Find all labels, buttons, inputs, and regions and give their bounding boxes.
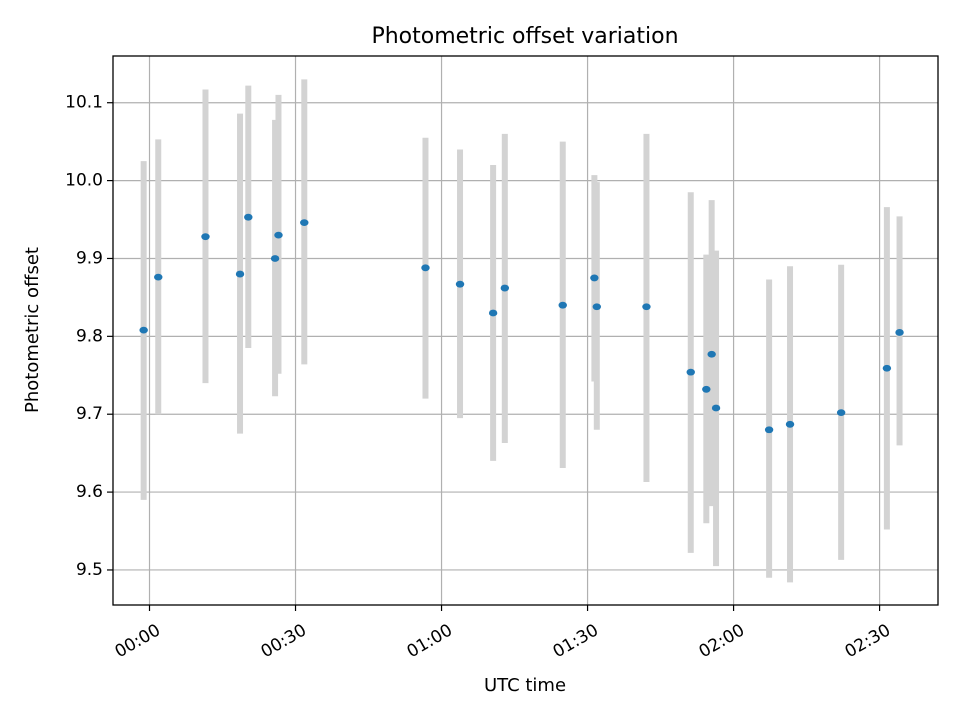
- data-point: [235, 270, 245, 278]
- data-point: [300, 219, 309, 227]
- data-point: [488, 309, 498, 317]
- y-tick-label: 10.1: [65, 93, 103, 113]
- data-point: [895, 329, 904, 336]
- data-point: [590, 274, 599, 282]
- data-point: [421, 264, 430, 272]
- data-point: [500, 284, 510, 292]
- data-point: [274, 231, 283, 239]
- y-tick-label: 10.0: [65, 171, 103, 191]
- y-tick-label: 9.8: [76, 326, 103, 346]
- data-point: [686, 368, 695, 376]
- x-tick-label: 02:30: [842, 620, 894, 662]
- data-point: [558, 301, 567, 309]
- data-point: [707, 350, 716, 358]
- x-tick-label: 00:30: [258, 620, 310, 662]
- y-tick-label: 9.6: [76, 482, 103, 502]
- data-point: [154, 273, 163, 281]
- x-tick-label: 01:30: [550, 620, 602, 662]
- data-point: [592, 303, 602, 311]
- data-point: [270, 255, 280, 262]
- plot-frame: [112, 55, 939, 606]
- data-point: [711, 404, 721, 412]
- data-point: [139, 326, 148, 334]
- data-point: [785, 420, 795, 428]
- data-point: [455, 280, 465, 288]
- y-axis-label: Photometric offset: [22, 247, 43, 413]
- x-tick-label: 01:00: [404, 620, 456, 662]
- x-tick-label: 00:00: [112, 620, 164, 662]
- grid-lines: [113, 56, 938, 605]
- data-point: [882, 364, 892, 372]
- data-point: [702, 385, 711, 393]
- y-tick-label: 9.9: [76, 248, 103, 268]
- data-point: [836, 409, 846, 417]
- data-point: [642, 303, 651, 311]
- data-point: [764, 426, 774, 434]
- x-axis-label: UTC time: [484, 675, 566, 696]
- y-tick-label: 9.5: [76, 560, 103, 580]
- y-tick-label: 9.7: [76, 404, 103, 424]
- chart-title: Photometric offset variation: [371, 24, 678, 49]
- x-tick-label: 02:00: [696, 620, 748, 662]
- error-bars: [140, 79, 903, 583]
- data-point: [244, 213, 253, 221]
- data-points: [139, 213, 904, 434]
- data-point: [201, 233, 210, 241]
